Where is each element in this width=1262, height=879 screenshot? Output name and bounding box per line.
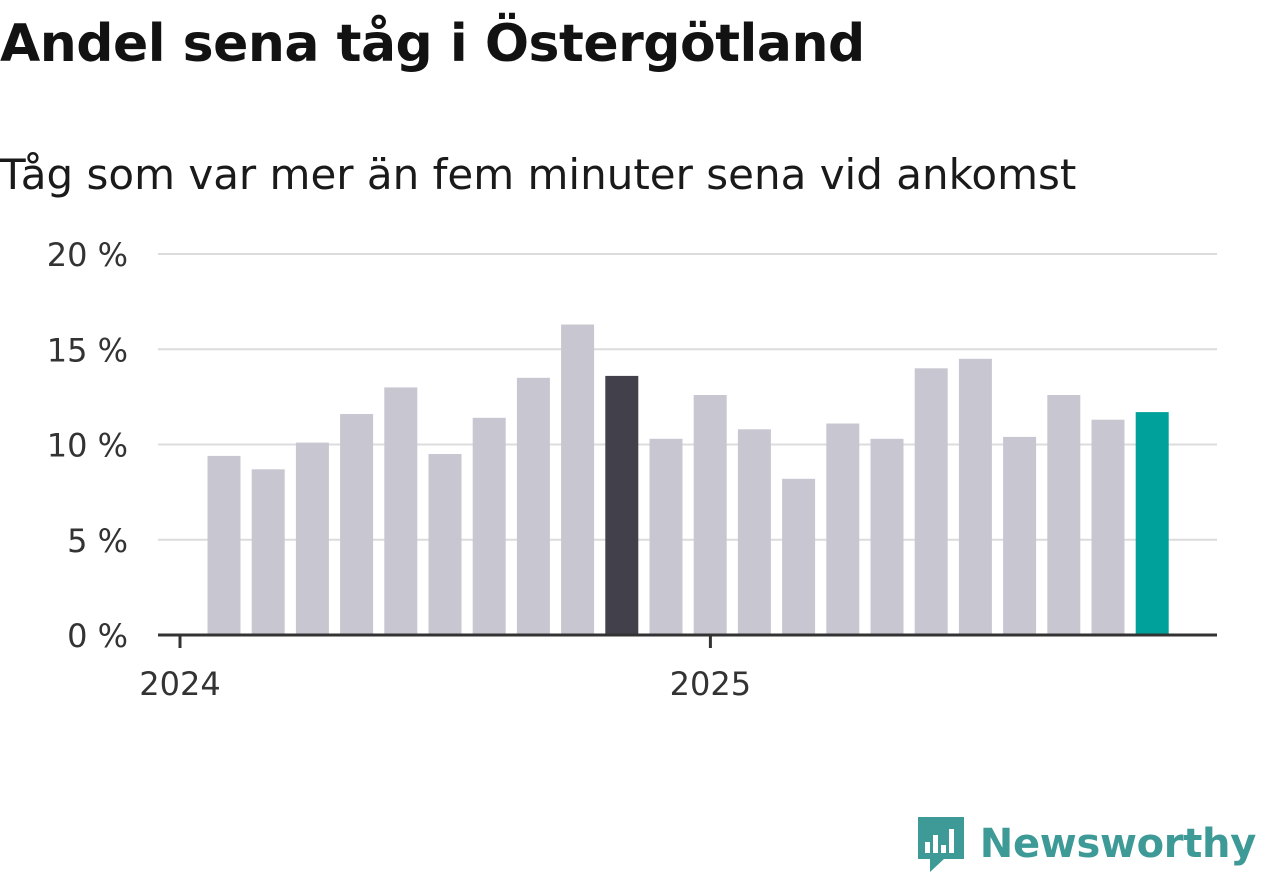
bar-2024-09 — [561, 324, 595, 635]
bar-2025-02 — [782, 478, 816, 635]
bar-2024-02 — [251, 469, 285, 635]
bar-2024-07 — [472, 417, 506, 635]
chart-subtitle: Tåg som var mer än fem minuter sena vid … — [0, 150, 1077, 199]
bar-2024-01 — [207, 455, 241, 635]
y-tick-label: 20 % — [47, 236, 128, 274]
newsworthy-logo-icon — [917, 817, 964, 872]
bar-2025-05 — [914, 368, 948, 635]
bar-2025-04 — [870, 438, 904, 635]
bar-2024-05 — [384, 387, 418, 635]
y-tick-label: 10 % — [47, 427, 128, 465]
chart-title: Andel sena tåg i Östergötland — [0, 14, 865, 74]
y-tick-label: 5 % — [67, 522, 128, 560]
bar-2024-11 — [649, 438, 683, 635]
y-tick-label: 15 % — [47, 331, 128, 369]
bar-2024-06 — [428, 454, 462, 635]
y-tick-label: 0 % — [67, 617, 128, 655]
bar-2024-10 — [605, 375, 639, 635]
x-tick-label: 2025 — [670, 665, 751, 703]
newsworthy-logo-text: Newsworthy — [979, 821, 1257, 867]
bar-2025-01 — [737, 429, 771, 635]
bar-2024-03 — [295, 442, 329, 635]
bar-2024-08 — [516, 377, 550, 635]
newsworthy-logo: Newsworthy — [916, 815, 1256, 873]
bar-2025-08 — [1047, 395, 1081, 635]
bar-2024-12 — [693, 395, 727, 635]
bars — [207, 324, 1169, 635]
bar-2025-07 — [1003, 436, 1037, 635]
bar-2025-06 — [958, 358, 992, 635]
y-axis-labels: 0 % 5 % 10 % 15 % 20 % — [47, 236, 128, 655]
bar-2025-10 — [1135, 412, 1169, 635]
x-tick-label: 2024 — [139, 665, 220, 703]
gridlines — [158, 253, 1217, 541]
bar-2025-09 — [1091, 419, 1125, 635]
x-axis: 2024 2025 — [139, 633, 1217, 703]
bar-2025-03 — [826, 423, 860, 635]
bar-2024-04 — [340, 414, 374, 635]
